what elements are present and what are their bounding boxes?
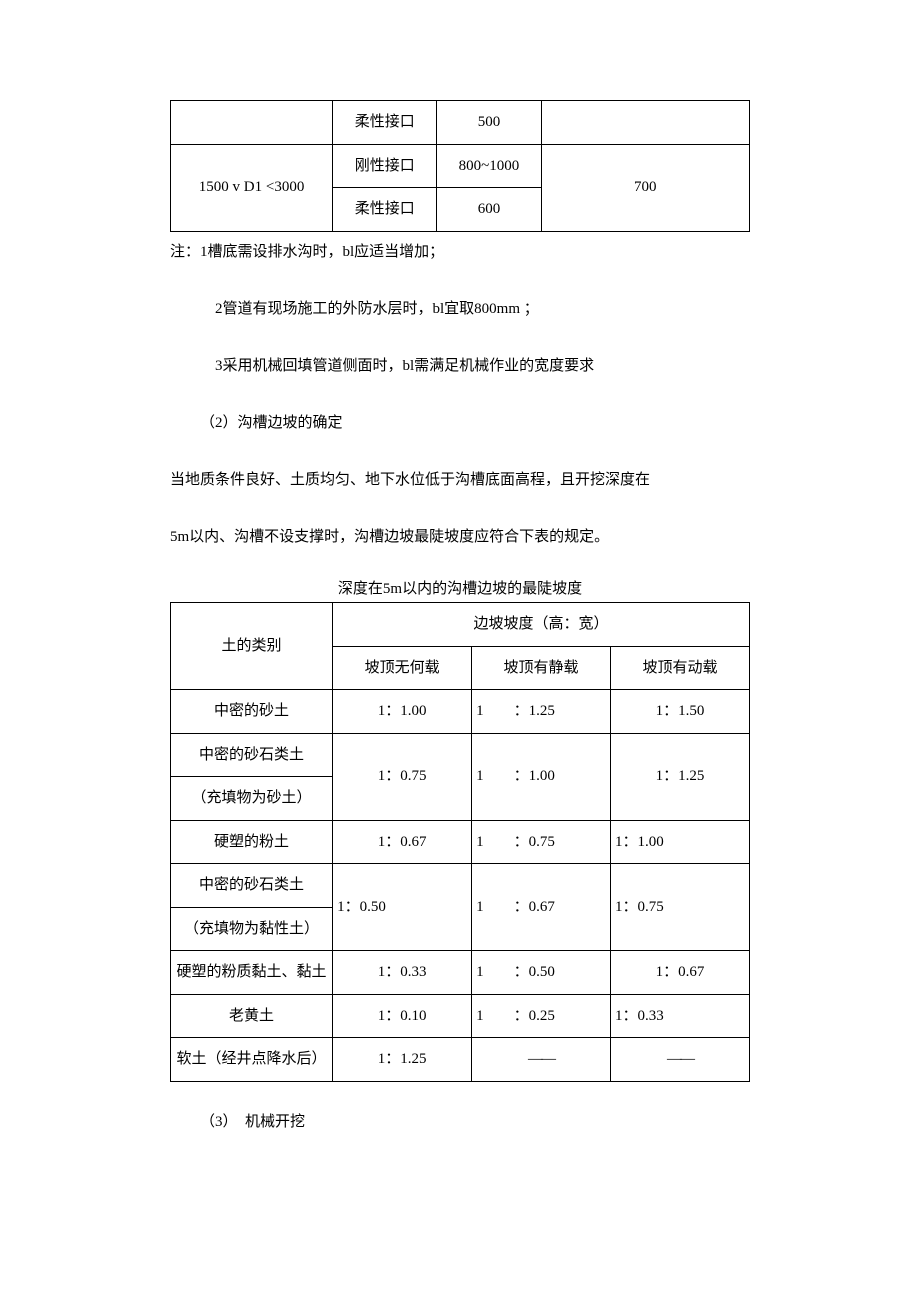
cell: 1 ：0.50	[472, 951, 611, 995]
note-line: 2管道有现场施工的外防水层时，bl宜取800mm ；	[170, 293, 750, 326]
cell: 1：0.10	[333, 994, 472, 1038]
table-row: 柔性接口 500	[171, 101, 750, 145]
body-text: 当地质条件良好、土质均匀、地下水位低于沟槽底面高程，且开挖深度在	[170, 464, 750, 497]
cell: 1：0.67	[333, 820, 472, 864]
header-cell: 边坡坡度（高：宽）	[333, 603, 750, 647]
cell: 800~1000	[437, 144, 541, 188]
table-row: 中密的砂石类土 （充填物为砂土） 1：0.75 1 ：1.00 1：1.25	[171, 733, 750, 820]
cell-sub: （充填物为砂土）	[171, 777, 332, 820]
body-text: 5m以内、沟槽不设支撑时，沟槽边坡最陡坡度应符合下表的规定。	[170, 521, 750, 554]
note-line: 注：1槽底需设排水沟时，bl应适当增加；	[170, 236, 750, 269]
table-row: 硬塑的粉土 1：0.67 1 ：0.75 1：1.00	[171, 820, 750, 864]
cell: 1500 v D1 <3000	[171, 144, 333, 231]
cell: 中密的砂石类土 （充填物为砂土）	[171, 733, 333, 820]
cell: 1 ：0.25	[472, 994, 611, 1038]
note-line: 3采用机械回填管道侧面时，bl需满足机械作业的宽度要求	[170, 350, 750, 383]
cell: 500	[437, 101, 541, 145]
header-cell: 坡顶无何载	[333, 646, 472, 690]
table-row: 硬塑的粉质黏土、黏土 1：0.33 1 ：0.50 1：0.67	[171, 951, 750, 995]
cell: 1 ：0.67	[472, 864, 611, 951]
cell: 1：1.25	[333, 1038, 472, 1082]
section-heading: （2）沟槽边坡的确定	[170, 407, 750, 440]
header-cell: 坡顶有静载	[472, 646, 611, 690]
table-row: 1500 v D1 <3000 刚性接口 800~1000 700	[171, 144, 750, 188]
cell: 中密的砂石类土 （充填物为黏性土）	[171, 864, 333, 951]
header-cell: 土的类别	[171, 603, 333, 690]
header-cell: 坡顶有动载	[611, 646, 750, 690]
cell: 中密的砂土	[171, 690, 333, 734]
table-row: 软土（经井点降水后） 1：1.25 —— ——	[171, 1038, 750, 1082]
table-header-row: 土的类别 边坡坡度（高：宽）	[171, 603, 750, 647]
cell: 柔性接口	[333, 101, 437, 145]
cell-sub: 中密的砂石类土	[171, 864, 332, 908]
cell: 700	[541, 144, 749, 231]
cell: 1：0.33	[333, 951, 472, 995]
slope-table: 土的类别 边坡坡度（高：宽） 坡顶无何载 坡顶有静载 坡顶有动载 中密的砂土 1…	[170, 602, 750, 1082]
cell	[541, 101, 749, 145]
table-row: 老黄土 1：0.10 1 ：0.25 1：0.33	[171, 994, 750, 1038]
cell: 1 ：1.25	[472, 690, 611, 734]
cell: 1 ：0.75	[472, 820, 611, 864]
cell: 1：0.67	[611, 951, 750, 995]
cell: 1：0.75	[333, 733, 472, 820]
cell: 刚性接口	[333, 144, 437, 188]
section-heading: （3） 机械开挖	[170, 1106, 750, 1139]
pipe-width-table: 柔性接口 500 1500 v D1 <3000 刚性接口 800~1000 7…	[170, 100, 750, 232]
cell	[171, 101, 333, 145]
cell: 柔性接口	[333, 188, 437, 232]
cell: 1：0.75	[611, 864, 750, 951]
cell: 1：1.00	[611, 820, 750, 864]
cell-sub: （充填物为黏性土）	[171, 908, 332, 951]
cell: 1 ：1.00	[472, 733, 611, 820]
table-caption: 深度在5m以内的沟槽边坡的最陡坡度	[170, 578, 750, 601]
table-row: 中密的砂石类土 （充填物为黏性土） 1：0.50 1 ：0.67 1：0.75	[171, 864, 750, 951]
table-row: 中密的砂土 1：1.00 1 ：1.25 1：1.50	[171, 690, 750, 734]
cell: 老黄土	[171, 994, 333, 1038]
cell: ——	[611, 1038, 750, 1082]
cell: 1：1.25	[611, 733, 750, 820]
cell: 软土（经井点降水后）	[171, 1038, 333, 1082]
cell: 1：1.50	[611, 690, 750, 734]
cell-sub: 中密的砂石类土	[171, 734, 332, 778]
cell: 600	[437, 188, 541, 232]
cell: 1：0.33	[611, 994, 750, 1038]
cell: 硬塑的粉质黏土、黏土	[171, 951, 333, 995]
cell: 1：1.00	[333, 690, 472, 734]
cell: ——	[472, 1038, 611, 1082]
cell: 硬塑的粉土	[171, 820, 333, 864]
cell: 1：0.50	[333, 864, 472, 951]
